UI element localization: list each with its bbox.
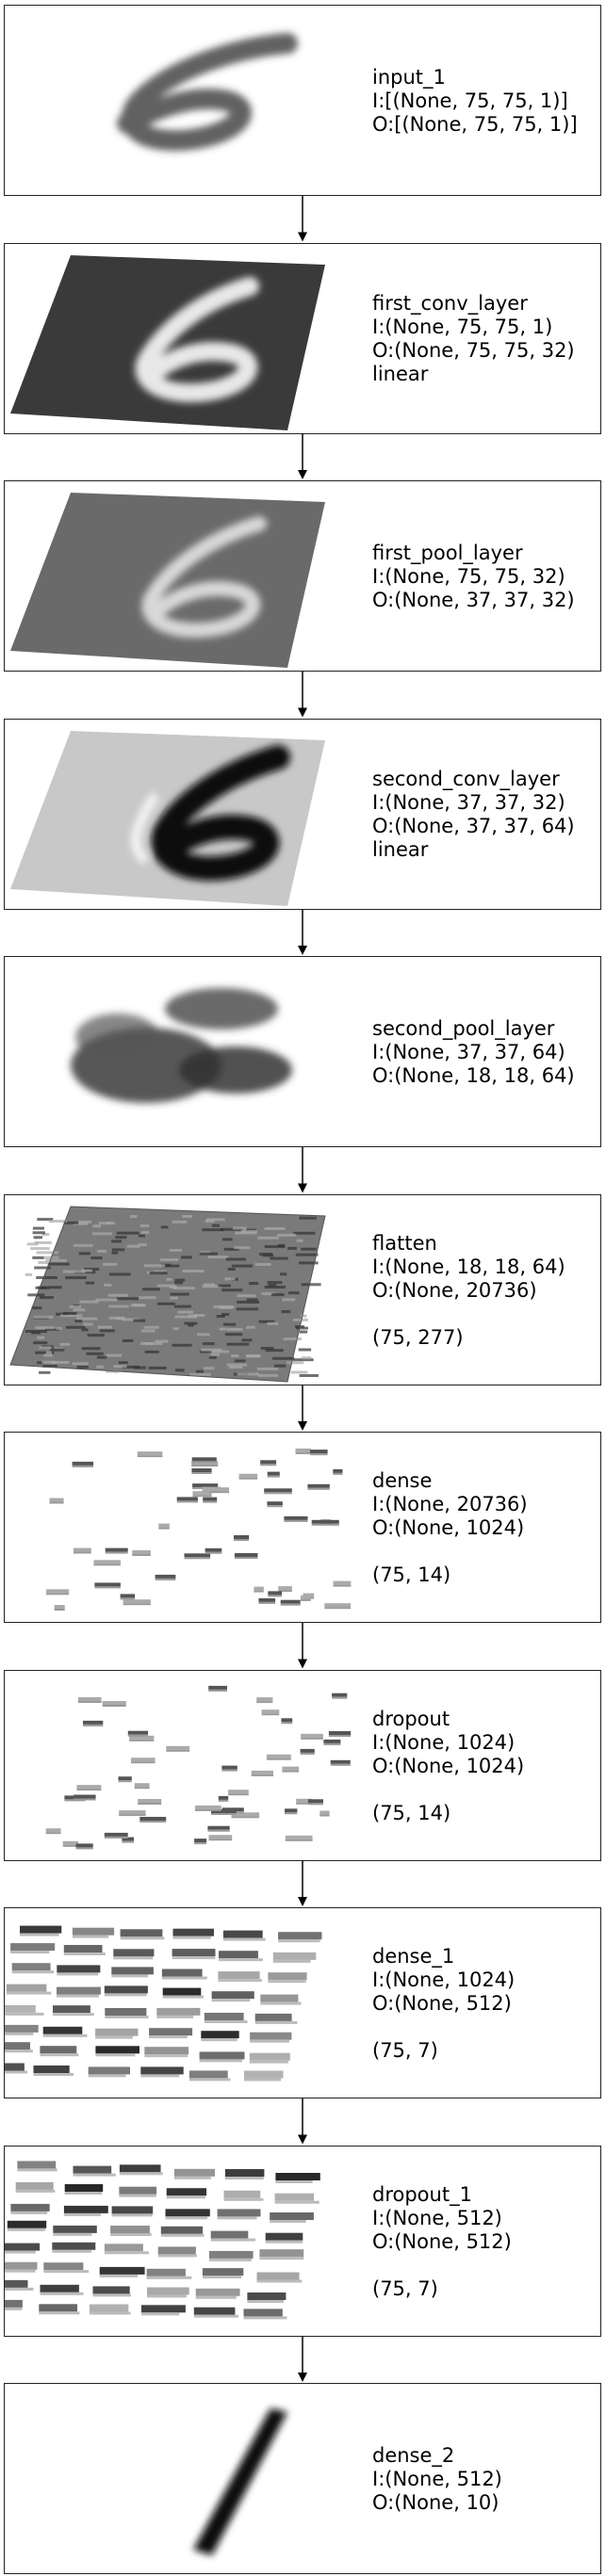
arrow-head — [298, 232, 307, 242]
layer-box-second-pool-layer: second_pool_layer I:(None, 37, 37, 64) O:(… — [4, 956, 601, 1147]
layer-visualization — [5, 2160, 320, 2319]
layer-visualization — [71, 988, 292, 1103]
layer-visualization — [5, 1925, 322, 2082]
layer-box-input-1: input_1 I:[(None, 75, 75, 1)] O:[(None, 75… — [4, 5, 601, 196]
layer-box-first-conv-layer: first_conv_layer I:(None, 75, 75, 1) O:(No… — [4, 242, 601, 434]
layer-display-shape: (75, 14) — [372, 1801, 451, 1824]
spacer — [372, 2254, 512, 2277]
layer-name: dropout_1 — [372, 2182, 472, 2206]
arrow-head — [298, 1659, 307, 1669]
layer-name: first_conv_layer — [372, 292, 528, 315]
layer-name: flatten — [372, 1231, 437, 1255]
layer-info: dense_1 I:(None, 1024) O:(None, 512) (75, 7… — [372, 1945, 515, 2063]
layer-visualization — [117, 33, 298, 151]
layer-input-shape: I:(None, 1024) — [372, 1730, 516, 1754]
layer-info: dropout I:(None, 1024) O:(None, 1024) (75, … — [372, 1708, 524, 1825]
layer-name: second_conv_layer — [372, 768, 560, 790]
layer-name: dense_2 — [372, 2444, 455, 2467]
layer-box-second-conv-layer: second_conv_layer I:(None, 37, 37, 32) O:(… — [4, 718, 601, 910]
layer-visualization — [45, 1685, 352, 1849]
layer-info: first_conv_layer I:(None, 75, 75, 1) O:(No… — [372, 292, 575, 386]
layer-display-shape: (75, 277) — [372, 1325, 464, 1349]
layer-display-shape: (75, 7) — [372, 2039, 438, 2062]
layer-info: dense I:(None, 20736) O:(None, 1024) (75, 1… — [372, 1469, 528, 1587]
layer-info: first_pool_layer I:(None, 75, 75, 32) O:(N… — [372, 542, 575, 612]
layer-input-shape: I:(None, 75, 75, 32) — [372, 565, 565, 588]
layer-visualization — [46, 1448, 352, 1611]
layer-box-flatten: flatten I:(None, 18, 18, 64) O:(None, 2073… — [4, 1193, 601, 1385]
layer-output-shape: O:(None, 18, 18, 64) — [372, 1064, 575, 1087]
layer-output-shape: O:(None, 10) — [372, 2491, 500, 2514]
layer-input-shape: I:(None, 512) — [372, 2468, 502, 2490]
layer-box-dense-2: dense_2 I:(None, 512) O:(None, 10) — [4, 2383, 601, 2574]
layer-info: input_1 I:[(None, 75, 75, 1)] O:[(None, 75… — [372, 66, 578, 137]
arrow-head — [298, 2373, 307, 2382]
spacer — [372, 2016, 515, 2039]
layer-info: flatten I:(None, 18, 18, 64) O:(None, 2073… — [372, 1232, 565, 1350]
layer-output-shape: O:(None, 20736) — [372, 1278, 537, 1302]
layer-output-shape: O:[(None, 75, 75, 1)] — [372, 113, 578, 136]
layer-input-shape: I:(None, 18, 18, 64) — [372, 1255, 565, 1278]
layer-output-shape: O:(None, 512) — [372, 1992, 512, 2015]
layer-box-dropout-1: dropout_1 I:(None, 512) O:(None, 512) (75, … — [4, 2145, 601, 2337]
layer-info: dense_2 I:(None, 512) O:(None, 10) — [372, 2444, 502, 2515]
layer-output-shape: O:(None, 75, 75, 32) — [372, 339, 575, 362]
layer-box-first-pool-layer: first_pool_layer I:(None, 75, 75, 32) O:(N… — [4, 480, 601, 672]
layer-name: dense — [372, 1469, 433, 1492]
arrow-head — [298, 1897, 307, 1906]
layer-name: first_pool_layer — [372, 542, 523, 564]
layer-info: second_pool_layer I:(None, 37, 37, 64) O:(… — [372, 1017, 575, 1088]
layer-name: input_1 — [372, 66, 446, 89]
arrow-head — [298, 470, 307, 479]
layer-input-shape: I:[(None, 75, 75, 1)] — [372, 89, 568, 112]
layer-visualization — [10, 730, 325, 906]
arrow-head — [298, 946, 307, 955]
arrow-head — [298, 707, 307, 718]
layer-output-shape: O:(None, 1024) — [372, 1754, 525, 1777]
layer-output-shape: O:(None, 37, 37, 64) — [372, 815, 575, 837]
layer-input-shape: I:(None, 512) — [372, 2206, 502, 2229]
layer-activation: linear — [372, 838, 429, 861]
layer-visualization — [193, 2408, 287, 2555]
layer-name: dense_1 — [372, 1945, 455, 1968]
arrow-head — [298, 2134, 307, 2145]
layer-box-dense-1: dense_1 I:(None, 1024) O:(None, 512) (75, 7… — [4, 1907, 601, 2098]
layer-visualization — [10, 254, 325, 430]
layer-input-shape: I:(None, 37, 37, 64) — [372, 1041, 565, 1063]
arrow-head — [298, 1183, 307, 1193]
spacer — [372, 1778, 524, 1802]
layer-visualization — [9, 1205, 326, 1383]
layer-info: dropout_1 I:(None, 512) O:(None, 512) (75, … — [372, 2183, 512, 2301]
layer-input-shape: I:(None, 20736) — [372, 1493, 528, 1515]
layer-name: second_pool_layer — [372, 1017, 555, 1040]
layer-input-shape: I:(None, 1024) — [372, 1968, 516, 1991]
layer-visualization — [10, 493, 325, 668]
layer-display-shape: (75, 7) — [372, 2276, 438, 2300]
layer-info: second_conv_layer I:(None, 37, 37, 32) O:(… — [372, 768, 575, 862]
layer-output-shape: O:(None, 37, 37, 32) — [372, 589, 575, 611]
arrow-head — [298, 1421, 307, 1431]
layer-output-shape: O:(None, 512) — [372, 2229, 512, 2253]
layer-box-dropout: dropout I:(None, 1024) O:(None, 1024) (75, … — [4, 1669, 601, 1861]
layer-input-shape: I:(None, 75, 75, 1) — [372, 316, 553, 338]
layer-output-shape: O:(None, 1024) — [372, 1516, 525, 1539]
layer-display-shape: (75, 14) — [372, 1563, 451, 1586]
spacer — [372, 1303, 565, 1326]
layer-name: dropout — [372, 1707, 450, 1730]
spacer — [372, 1540, 528, 1563]
layer-activation: linear — [372, 363, 429, 385]
layer-input-shape: I:(None, 37, 37, 32) — [372, 791, 565, 814]
layer-box-dense: dense I:(None, 20736) O:(None, 1024) (75, 1… — [4, 1432, 601, 1623]
